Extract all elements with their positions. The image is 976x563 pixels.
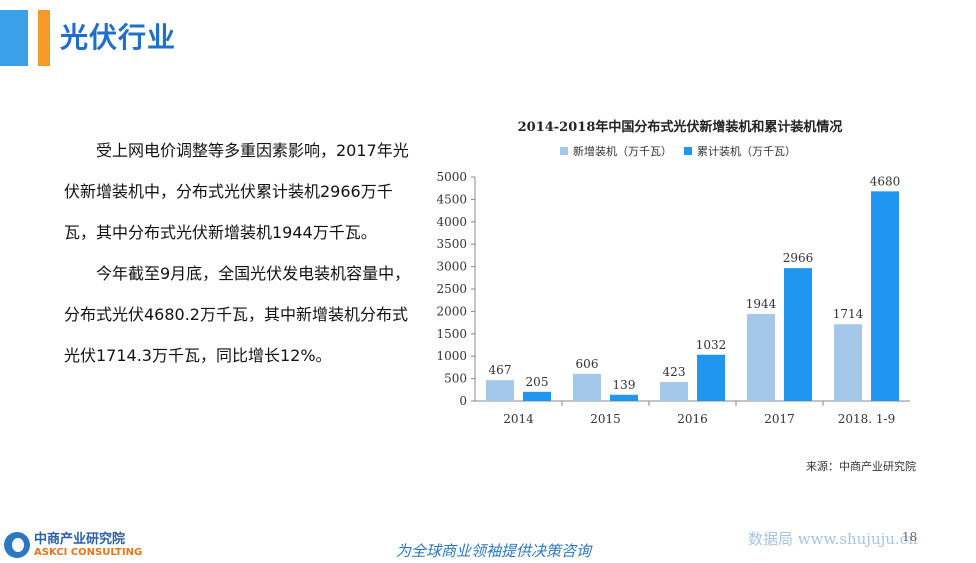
legend-label-cumulative: 累计装机（万千瓦） — [697, 145, 796, 158]
bar-cumulative-installed — [871, 191, 899, 401]
data-label: 2966 — [783, 251, 814, 265]
legend-item-new: 新增装机（万千瓦） — [560, 143, 672, 159]
bar-cumulative-installed — [784, 268, 812, 401]
page-title: 光伏行业 — [60, 21, 177, 54]
y-tick-label: 500 — [444, 372, 467, 386]
bar-cumulative-installed — [697, 354, 725, 401]
bar-new-installed — [747, 313, 775, 401]
bar-cumulative-installed — [610, 394, 638, 401]
data-label: 606 — [576, 357, 599, 371]
y-tick-label: 5000 — [436, 170, 467, 184]
paragraph-1: 受上网电价调整等多重因素影响，2017年光伏新增装机中，分布式光伏累计装机296… — [64, 141, 409, 242]
y-tick-label: 2500 — [436, 282, 467, 296]
bar-chart: 0 500 1000 1500 2000 2500 3000 3500 4000 4500 5000… — [436, 170, 910, 426]
y-tick-label: 3000 — [436, 260, 467, 274]
data-label: 4680 — [870, 174, 901, 188]
footer-slogan: 为全球商业领袖提供决策咨询 — [396, 542, 592, 560]
bar-new-installed — [573, 373, 601, 401]
x-tick-label: 2017 — [764, 412, 795, 426]
chart-legend: 新增装机（万千瓦） 累计装机（万千瓦） — [560, 143, 796, 159]
body-text: 受上网电价调整等多重因素影响，2017年光伏新增装机中，分布式光伏累计装机296… — [64, 130, 416, 376]
x-tick-label: 2014 — [503, 412, 534, 426]
data-label: 467 — [489, 363, 512, 377]
x-tick-label: 2016 — [677, 412, 708, 426]
y-tick-label: 2000 — [436, 304, 467, 318]
logo-text-cn: 中商产业研究院 — [34, 531, 126, 547]
legend-item-cumulative: 累计装机（万千瓦） — [684, 143, 796, 159]
logo-icon — [4, 532, 30, 558]
bar-new-installed — [660, 382, 688, 401]
source-note: 来源：中商产业研究院 — [806, 460, 916, 473]
bar-cumulative-installed — [523, 391, 551, 401]
header-accent-orange — [38, 10, 50, 66]
chart-title: 2014-2018年中国分布式光伏新增装机和累计装机情况 — [517, 120, 843, 135]
x-tick-label: 2015 — [590, 412, 621, 426]
legend-swatch-new — [560, 147, 568, 155]
watermark: 数据局 www.shujuju.cn — [748, 530, 918, 548]
y-tick-label: 0 — [459, 394, 467, 408]
data-label: 1944 — [746, 297, 777, 311]
y-tick-label: 1500 — [436, 327, 467, 341]
x-tick-label: 2018. 1-9 — [838, 412, 896, 426]
data-label: 423 — [663, 365, 686, 379]
data-label: 1032 — [696, 338, 727, 352]
logo-text-en: ASKCI CONSULTING — [34, 546, 143, 558]
data-label: 1714 — [833, 307, 864, 321]
y-tick-label: 4000 — [436, 215, 467, 229]
y-tick-label: 4500 — [436, 192, 467, 206]
page-number: 18 — [902, 530, 918, 544]
bar-new-installed — [486, 380, 514, 401]
header-accent-blue — [0, 10, 28, 66]
legend-swatch-cumulative — [684, 147, 692, 155]
legend-label-new: 新增装机（万千瓦） — [573, 145, 672, 158]
bar-new-installed — [834, 324, 862, 401]
paragraph-2: 今年截至9月底，全国光伏发电装机容量中，分布式光伏4680.2万千瓦，其中新增装… — [64, 264, 411, 365]
y-tick-label: 3500 — [436, 237, 467, 251]
y-tick-label: 1000 — [436, 349, 467, 363]
data-label: 205 — [526, 375, 549, 389]
company-logo: 中商产业研究院 ASKCI CONSULTING — [4, 532, 142, 558]
data-label: 139 — [613, 378, 636, 392]
